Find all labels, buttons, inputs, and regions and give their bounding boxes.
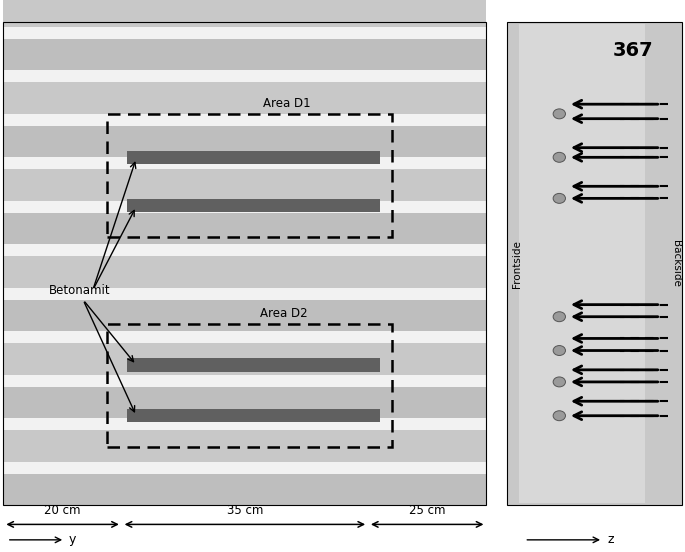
Bar — [3, 27, 486, 39]
Bar — [3, 201, 486, 213]
Text: 20 cm: 20 cm — [45, 503, 81, 517]
Bar — [507, 22, 682, 505]
Bar — [3, 375, 486, 387]
Circle shape — [553, 312, 565, 322]
Bar — [3, 461, 486, 474]
Text: Betonamit: Betonamit — [49, 284, 111, 296]
Bar — [507, 22, 682, 505]
Bar — [3, 387, 486, 418]
Bar — [108, 324, 393, 447]
Bar — [3, 256, 486, 288]
Circle shape — [553, 193, 565, 203]
Bar — [3, 418, 486, 430]
Bar — [127, 151, 380, 164]
Bar — [3, 157, 486, 169]
Bar — [3, 126, 486, 157]
Bar — [3, 300, 486, 331]
Bar — [3, 430, 486, 461]
Bar — [3, 343, 486, 375]
Text: Area D1: Area D1 — [263, 97, 310, 110]
Bar — [108, 114, 393, 237]
Bar — [3, 474, 486, 505]
Text: 367: 367 — [612, 41, 653, 60]
Circle shape — [553, 411, 565, 421]
Bar — [3, 39, 486, 71]
Bar — [3, 245, 486, 256]
Bar — [3, 114, 486, 126]
Bar — [3, 82, 486, 114]
Text: y: y — [68, 533, 76, 546]
Bar — [3, 22, 486, 505]
Text: 35 cm: 35 cm — [227, 503, 263, 517]
Circle shape — [553, 377, 565, 387]
Text: Frontside: Frontside — [512, 240, 523, 288]
Bar — [127, 358, 380, 372]
Bar — [3, 71, 486, 82]
Bar — [3, 331, 486, 343]
Bar — [3, 169, 486, 201]
Bar — [3, 288, 486, 300]
Circle shape — [553, 346, 565, 355]
Text: Backside: Backside — [671, 240, 682, 287]
Bar — [3, 22, 486, 109]
Bar — [127, 409, 380, 422]
Text: 25 cm: 25 cm — [409, 503, 445, 517]
Bar — [3, 22, 486, 505]
Bar — [3, 0, 486, 27]
Bar — [3, 213, 486, 245]
Bar — [127, 199, 380, 213]
Text: z: z — [607, 533, 614, 546]
Text: Area D2: Area D2 — [260, 307, 308, 320]
Circle shape — [553, 109, 565, 119]
Circle shape — [553, 152, 565, 162]
Bar — [519, 24, 645, 503]
